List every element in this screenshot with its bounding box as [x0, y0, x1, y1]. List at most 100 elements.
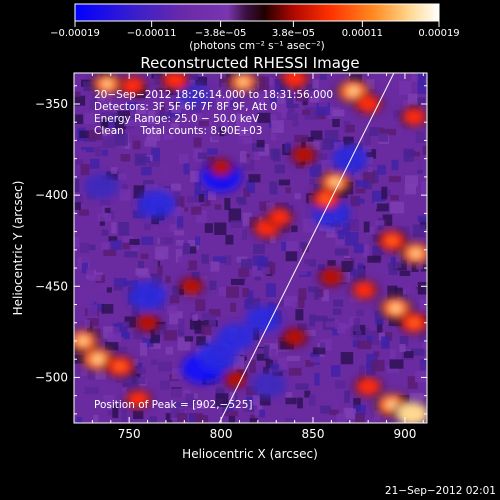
texture-cell: [295, 162, 304, 169]
texture-cell: [176, 216, 184, 228]
texture-cell: [121, 184, 128, 193]
hot-spot: [403, 108, 425, 125]
texture-cell: [353, 318, 361, 332]
texture-cell: [300, 241, 307, 249]
texture-cell: [319, 153, 328, 160]
texture-cell: [416, 264, 423, 270]
texture-cell: [285, 187, 291, 194]
texture-cell: [361, 146, 372, 153]
y-tick-label: −450: [35, 279, 68, 293]
texture-cell: [297, 397, 303, 409]
hot-spot-core: [386, 400, 398, 410]
texture-cell: [103, 115, 109, 128]
texture-cell: [395, 250, 401, 263]
hot-spot-core: [77, 336, 89, 346]
texture-cell: [355, 198, 365, 204]
texture-cell: [259, 409, 265, 418]
texture-cell: [140, 342, 148, 356]
hot-spot: [269, 209, 291, 225]
texture-cell: [298, 288, 307, 300]
texture-cell: [265, 358, 273, 369]
texture-cell: [286, 296, 298, 302]
texture-cell: [407, 93, 418, 105]
texture-cell: [295, 89, 309, 102]
colorbar-tick-label: 0.00011: [342, 28, 383, 39]
texture-cell: [353, 398, 361, 412]
texture-cell: [350, 270, 357, 276]
texture-cell: [177, 256, 189, 269]
texture-cell: [193, 148, 202, 160]
info-line-energy: Energy Range: 25.0 − 50.0 keV: [94, 113, 260, 125]
texture-cell: [136, 377, 146, 385]
texture-cell: [256, 348, 269, 354]
texture-cell: [170, 342, 182, 349]
hot-spot: [357, 95, 379, 113]
texture-cell: [252, 395, 259, 406]
texture-cell: [238, 136, 253, 144]
texture-cell: [269, 95, 282, 104]
texture-cell: [366, 362, 376, 376]
texture-cell: [405, 175, 419, 187]
texture-cell: [173, 401, 185, 408]
texture-cell: [151, 148, 161, 162]
texture-cell: [81, 147, 95, 153]
texture-cell: [159, 380, 170, 390]
texture-cell: [80, 293, 94, 305]
texture-cell: [208, 314, 216, 328]
texture-cell: [244, 298, 250, 310]
texture-cell: [376, 319, 383, 333]
texture-cell: [133, 131, 146, 141]
hot-spot-core: [409, 318, 420, 327]
texture-cell: [417, 97, 426, 106]
texture-cell: [240, 258, 252, 269]
texture-cell: [222, 117, 229, 129]
texture-cell: [405, 288, 419, 295]
texture-cell: [141, 166, 152, 176]
texture-cell: [133, 330, 143, 340]
texture-cell: [82, 257, 93, 263]
texture-cell: [178, 318, 185, 333]
hot-spot-core: [406, 408, 419, 419]
texture-cell: [232, 92, 242, 104]
texture-cell: [367, 166, 374, 175]
hot-spot: [138, 315, 157, 330]
texture-cell: [88, 275, 102, 281]
texture-cell: [365, 226, 375, 235]
texture-cell: [245, 180, 255, 194]
texture-cell: [147, 110, 156, 125]
texture-cell: [298, 297, 305, 309]
texture-cell: [333, 141, 344, 152]
texture-cell: [263, 344, 270, 359]
texture-cell: [218, 77, 231, 88]
texture-cell: [257, 256, 269, 271]
texture-cell: [245, 120, 253, 134]
colorbar-tick-label: −0.00019: [50, 28, 100, 39]
texture-cell: [215, 97, 227, 106]
texture-cell: [183, 163, 190, 175]
texture-cell: [381, 336, 390, 349]
texture-cell: [341, 260, 353, 273]
texture-cell: [322, 138, 335, 150]
cold-spot: [83, 173, 120, 199]
texture-cell: [253, 244, 265, 254]
texture-cell: [74, 91, 81, 98]
texture-cell: [127, 102, 138, 111]
texture-cell: [149, 329, 160, 344]
texture-cell: [270, 363, 280, 370]
texture-cell: [224, 410, 238, 417]
texture-cell: [394, 287, 403, 297]
hot-spot-core: [390, 303, 402, 313]
x-tick-label: 750: [118, 427, 141, 441]
texture-cell: [122, 387, 129, 400]
texture-cell: [128, 73, 139, 76]
texture-cell: [270, 148, 279, 160]
texture-cell: [198, 194, 205, 203]
texture-cell: [150, 224, 158, 235]
texture-cell: [194, 236, 201, 246]
texture-cell: [263, 367, 270, 375]
texture-cell: [415, 131, 426, 143]
texture-cell: [410, 348, 425, 356]
texture-cell: [422, 73, 427, 82]
texture-cell: [308, 347, 314, 353]
texture-cell: [89, 244, 96, 251]
